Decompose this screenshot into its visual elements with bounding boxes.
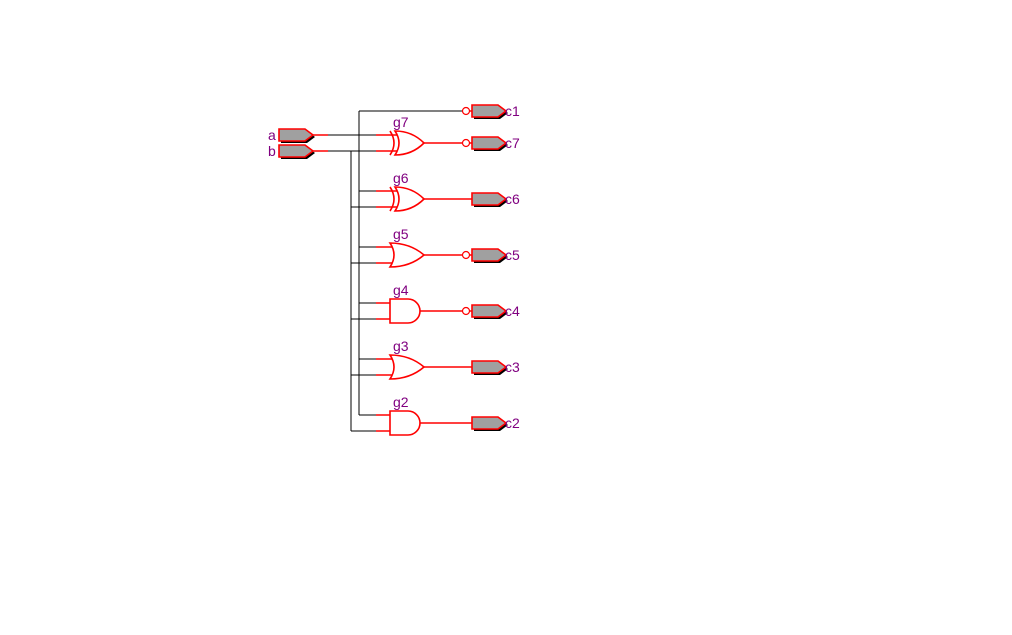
inverter-bubble-icon — [461, 250, 471, 260]
gate-g5[interactable]: g5 — [376, 226, 462, 268]
xor-arc-icon — [389, 186, 395, 212]
output-c4[interactable]: c4 — [461, 303, 521, 319]
xor-gate-icon — [393, 186, 426, 212]
output-label-c6: c6 — [505, 191, 520, 207]
input-label-b: b — [268, 143, 276, 159]
gate-label-g5: g5 — [393, 226, 409, 242]
and-gate-icon — [389, 410, 421, 436]
and-gate-icon — [389, 298, 421, 324]
output-label-c1: c1 — [505, 103, 520, 119]
output-label-c7: c7 — [505, 135, 520, 151]
gate-g3[interactable]: g3 — [376, 338, 472, 380]
inverter-bubble-icon — [461, 138, 471, 148]
or-gate-icon — [388, 354, 426, 380]
input-port-b[interactable]: b — [268, 143, 328, 159]
inverter-bubble-icon — [461, 306, 471, 316]
output-c3[interactable]: c3 — [471, 359, 520, 375]
wires — [328, 110, 462, 432]
gate-g7[interactable]: g7 — [376, 114, 462, 156]
input-port-a[interactable]: a — [268, 127, 328, 143]
output-label-c3: c3 — [505, 359, 520, 375]
xor-arc-icon — [389, 130, 395, 156]
output-c1[interactable]: c1 — [461, 103, 521, 119]
inverter-bubble-icon — [461, 106, 471, 116]
xor-gate-icon — [393, 130, 426, 156]
gate-label-g2: g2 — [393, 394, 409, 410]
gate-g6[interactable]: g6 — [376, 170, 472, 212]
output-c2[interactable]: c2 — [471, 415, 520, 431]
output-label-c5: c5 — [505, 247, 520, 263]
gate-g2[interactable]: g2 — [376, 394, 472, 436]
output-c5[interactable]: c5 — [461, 247, 521, 263]
gate-label-g3: g3 — [393, 338, 409, 354]
output-label-c4: c4 — [505, 303, 520, 319]
output-c7[interactable]: c7 — [461, 135, 521, 151]
input-label-a: a — [268, 127, 276, 143]
gate-g4[interactable]: g4 — [376, 282, 462, 324]
output-label-c2: c2 — [505, 415, 520, 431]
gate-label-g6: g6 — [393, 170, 409, 186]
or-gate-icon — [388, 242, 426, 268]
gate-label-g7: g7 — [393, 114, 409, 130]
gate-label-g4: g4 — [393, 282, 409, 298]
output-c6[interactable]: c6 — [471, 191, 520, 207]
